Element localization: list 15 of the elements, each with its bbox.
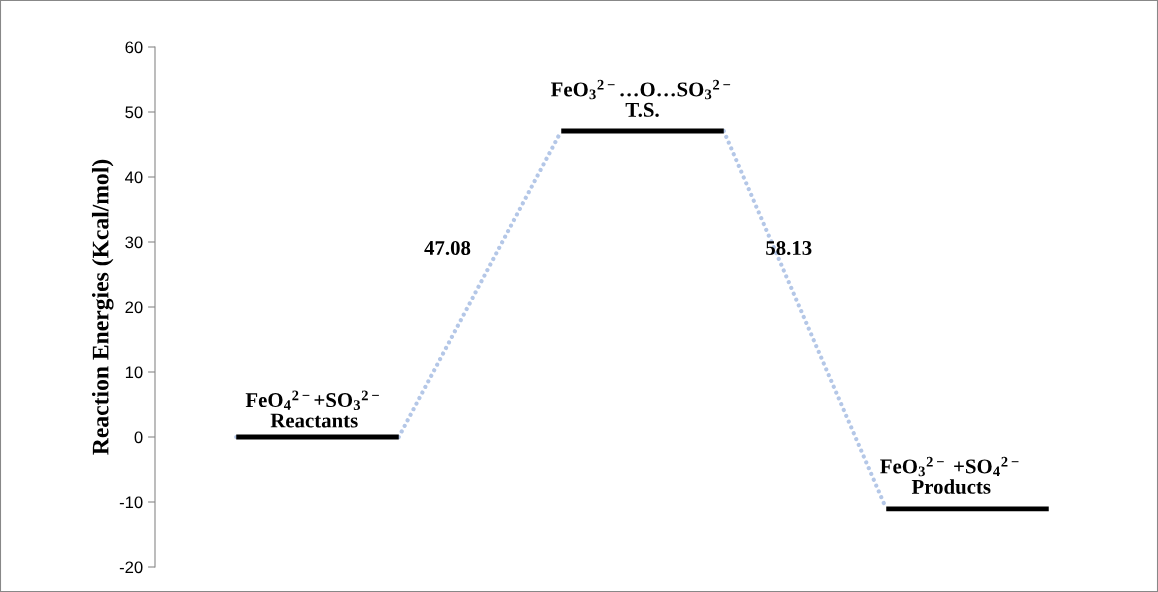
- text: FeO$_{3}$$^{2−}$…O…SO$_{3}$$^{2−}$ T.S.: [550, 79, 731, 117]
- y-tick-label: 50: [125, 106, 143, 119]
- annotation: FeO$_{4}$$^{2−}$+SO$_{3}$$^{2−}$ Reactants: [245, 390, 379, 428]
- y-tick-label: 60: [125, 41, 143, 54]
- annotation: 47.08: [424, 240, 471, 256]
- y-tick-label: 20: [125, 301, 143, 314]
- annotation: FeO$_{3}$$^{2−}$ +SO$_{4}$$^{2−}$ Products: [880, 456, 1019, 494]
- annotation: 58.13: [766, 240, 812, 256]
- y-tick-label: -20: [119, 561, 143, 574]
- y-tick-label: 30: [125, 236, 143, 249]
- y-tick-label: 0: [134, 431, 143, 444]
- y-axis-title: Reaction Energies (Kcal/mol): [91, 159, 114, 455]
- y-tick-label: 10: [125, 366, 143, 379]
- y-tick-label: 40: [125, 171, 143, 184]
- y-tick-label: -10: [119, 496, 143, 509]
